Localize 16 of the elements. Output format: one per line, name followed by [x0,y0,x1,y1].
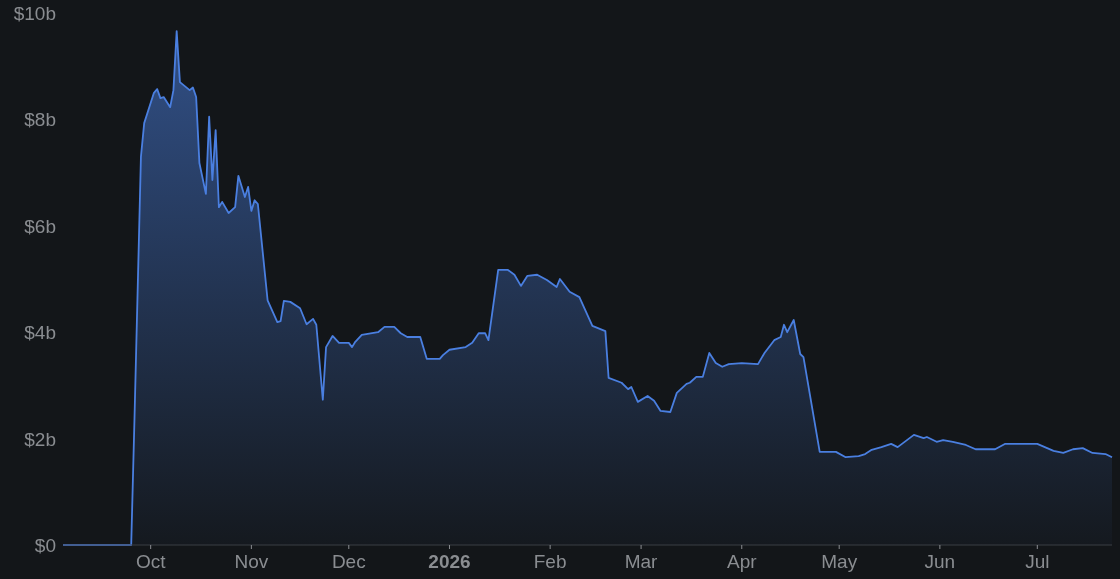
y-tick-label: $8b [24,109,56,131]
x-tick-label: Dec [331,551,366,572]
x-tick-label: Apr [726,551,758,572]
x-tick-label: 2026 [428,551,471,572]
y-tick-label: $10b [13,3,56,24]
x-tick-label: May [821,551,858,572]
x-tick-label: Feb [533,551,567,572]
x-tick-label: Oct [135,551,167,572]
y-tick-label: $2b [24,428,56,450]
y-tick-label: $0 [34,535,56,556]
y-tick-label: $6b [24,215,56,237]
x-tick-label: Mar [624,551,659,572]
x-tick-label: Jul [1025,551,1050,572]
x-tick-label: Nov [234,551,269,572]
x-tick-label: Jun [924,551,956,572]
y-tick-label: $4b [24,322,56,344]
